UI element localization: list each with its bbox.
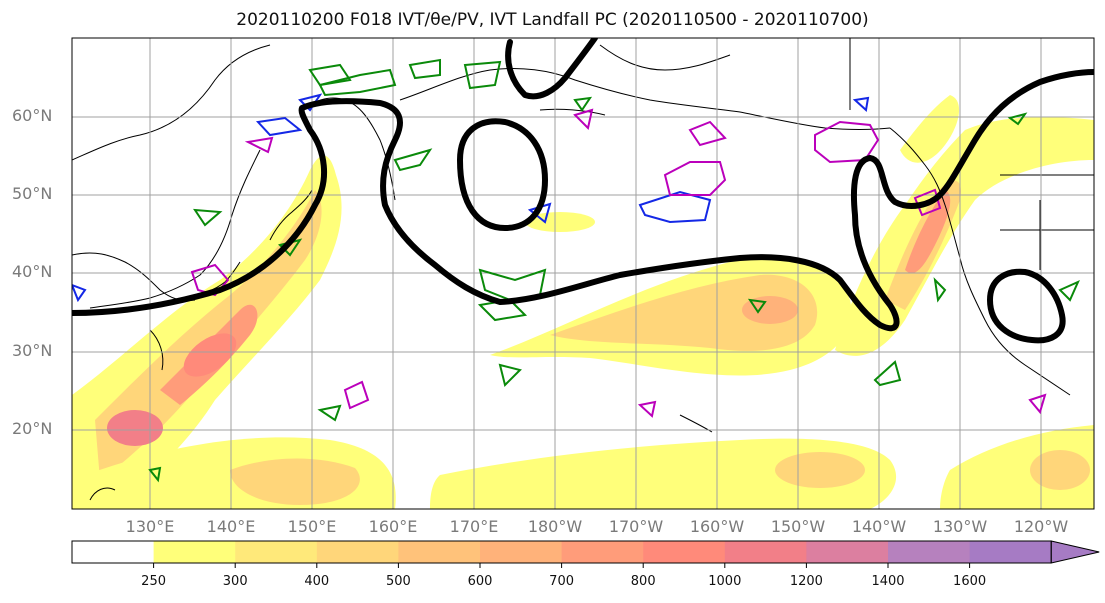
colorbar-swatch bbox=[561, 541, 644, 563]
lon-label-130e: 130°E bbox=[125, 517, 175, 536]
magenta-contour bbox=[244, 136, 274, 154]
lat-label-20n: 20°N bbox=[12, 419, 53, 438]
magenta-contour bbox=[573, 108, 594, 130]
green-contour bbox=[393, 148, 433, 172]
colorbar-swatch bbox=[153, 541, 236, 563]
lat-label-60n: 60°N bbox=[12, 106, 53, 125]
blue-contour bbox=[72, 283, 87, 303]
green-contour bbox=[933, 277, 947, 303]
ivt-region bbox=[1030, 450, 1090, 490]
green-contour bbox=[1007, 112, 1028, 126]
lon-label-120w: 120°W bbox=[1013, 517, 1069, 536]
lon-label-140w: 140°W bbox=[851, 517, 907, 536]
magenta-contour bbox=[637, 400, 657, 418]
green-contour bbox=[873, 360, 902, 387]
blue-contour bbox=[852, 96, 870, 112]
green-contour bbox=[148, 466, 162, 483]
colorbar-tick-label: 1600 bbox=[953, 574, 987, 589]
colorbar-tick-label: 1400 bbox=[871, 574, 905, 589]
lon-label-130w: 130°W bbox=[932, 517, 988, 536]
lat-label-50n: 50°N bbox=[12, 184, 53, 203]
ivt-region bbox=[430, 438, 897, 509]
colorbar-extend-arrow bbox=[1050, 540, 1100, 564]
green-contour bbox=[573, 96, 593, 112]
pc-contour bbox=[505, 38, 598, 100]
lat-label-40n: 40°N bbox=[12, 262, 53, 281]
colorbar-swatch bbox=[235, 541, 318, 563]
map-frame bbox=[71, 37, 1095, 510]
colorbar-tick-label: 500 bbox=[385, 574, 411, 589]
map-title: 2020110200 F018 IVT/θe/PV, IVT Landfall … bbox=[236, 10, 869, 30]
colorbar-swatch bbox=[72, 541, 155, 563]
magenta-contour bbox=[688, 120, 727, 147]
colorbar-tick-label: 700 bbox=[549, 574, 575, 589]
coastline bbox=[269, 189, 313, 241]
colorbar-swatch bbox=[398, 541, 481, 563]
lon-label-170e: 170°E bbox=[449, 517, 499, 536]
green-contour bbox=[498, 363, 522, 387]
green-contour bbox=[463, 60, 502, 90]
lon-label-140e: 140°E bbox=[206, 517, 256, 536]
coastline bbox=[399, 68, 891, 130]
pc-contours bbox=[72, 38, 1094, 344]
green-contour bbox=[747, 298, 767, 314]
ivt-region bbox=[905, 190, 951, 274]
green-contour bbox=[408, 58, 441, 80]
colorbar-swatch bbox=[480, 541, 563, 563]
coastline bbox=[539, 108, 606, 116]
blue-contour bbox=[638, 190, 712, 224]
colorbar-swatch bbox=[888, 541, 971, 563]
magenta-contour bbox=[663, 161, 727, 196]
colorbar-swatch bbox=[969, 541, 1052, 563]
magenta-contour bbox=[814, 120, 880, 164]
blue-contour bbox=[255, 116, 303, 137]
colorbar-tick-label: 400 bbox=[304, 574, 330, 589]
colorbar-swatch bbox=[643, 541, 726, 563]
ivt-region bbox=[775, 452, 865, 488]
magenta-contour bbox=[343, 380, 370, 410]
ivt-region bbox=[900, 95, 960, 163]
green-contour bbox=[317, 404, 342, 422]
green-contour bbox=[318, 68, 397, 97]
ivt-region bbox=[230, 458, 360, 505]
ivt-region bbox=[525, 212, 595, 232]
lon-label-180w: 180°W bbox=[527, 517, 583, 536]
ivt-region bbox=[107, 410, 163, 446]
magenta-contour bbox=[913, 188, 942, 217]
colorbar-tick-label: 300 bbox=[222, 574, 248, 589]
magenta-contour bbox=[1028, 393, 1047, 415]
coastline bbox=[72, 44, 271, 161]
green-contour bbox=[308, 63, 352, 87]
lon-label-150w: 150°W bbox=[770, 517, 826, 536]
colorbar-tick-label: 800 bbox=[630, 574, 656, 589]
colorbar-tick-label: 1000 bbox=[708, 574, 742, 589]
coastline bbox=[89, 149, 261, 309]
graticule bbox=[72, 38, 1094, 509]
ivt-region bbox=[742, 296, 798, 324]
lon-label-160w: 160°W bbox=[689, 517, 745, 536]
colorbar-swatch bbox=[724, 541, 807, 563]
colorbar-swatch bbox=[806, 541, 889, 563]
ivt-region bbox=[183, 333, 237, 377]
ivt-region bbox=[550, 274, 818, 351]
green-contour bbox=[193, 208, 223, 227]
pc-contour bbox=[457, 118, 548, 231]
colorbar-swatch bbox=[316, 541, 399, 563]
coastline bbox=[149, 329, 164, 371]
green-contour bbox=[1058, 280, 1080, 302]
lat-label-30n: 30°N bbox=[12, 341, 53, 360]
lon-label-160e: 160°E bbox=[368, 517, 418, 536]
colorbar-tick-label: 1200 bbox=[789, 574, 823, 589]
pc-contour bbox=[987, 268, 1066, 344]
colorbar bbox=[71, 540, 1100, 568]
coastline bbox=[599, 44, 731, 71]
pc-contour bbox=[72, 69, 1094, 332]
lon-label-170w: 170°W bbox=[608, 517, 664, 536]
colorbar-tick-label: 250 bbox=[141, 574, 167, 589]
coastline bbox=[89, 487, 116, 501]
colorbar-tick-label: 600 bbox=[467, 574, 493, 589]
lon-label-150e: 150°E bbox=[287, 517, 337, 536]
